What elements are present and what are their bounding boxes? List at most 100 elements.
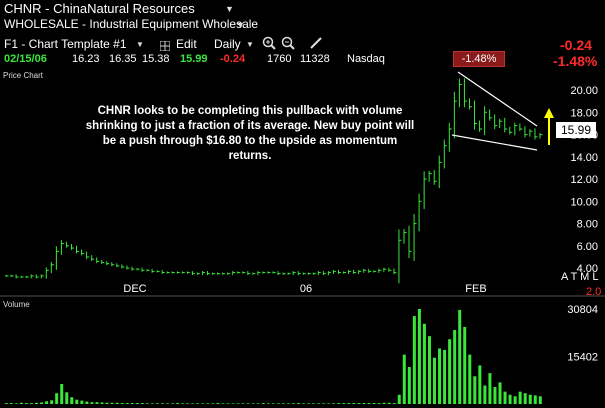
draw-tool-icon[interactable]: [309, 36, 323, 55]
price-bar: [408, 225, 412, 259]
volume-bar: [271, 403, 275, 404]
volume-bar: [176, 403, 180, 404]
date-tick-label: DEC: [123, 283, 146, 295]
volume-bar: [135, 403, 139, 404]
price-bar: [247, 271, 251, 276]
edit-button[interactable]: Edit: [176, 37, 197, 51]
tml-buttons[interactable]: A T M L: [561, 271, 599, 283]
price-bar: [292, 271, 296, 276]
price-bar: [433, 170, 437, 185]
period-select[interactable]: Daily: [214, 37, 241, 51]
volume-tick-label: 15402: [567, 352, 598, 364]
volume-bar: [327, 403, 331, 404]
volume-bar: [186, 403, 190, 404]
template-dropdown-icon[interactable]: ▼: [136, 40, 144, 49]
price-bar: [191, 271, 195, 276]
price-bar: [448, 122, 452, 152]
volume-bar: [29, 403, 33, 404]
volume-bar: [427, 336, 431, 404]
volume-bar: [286, 403, 290, 404]
volume-bar: [438, 348, 442, 404]
volume-bar: [518, 391, 522, 404]
volume-bar: [60, 383, 64, 404]
volume-bar: [382, 402, 386, 404]
zoom-in-icon[interactable]: [262, 36, 276, 55]
price-bar: [116, 263, 120, 268]
symbol-dropdown-icon[interactable]: ▼: [225, 4, 234, 14]
price-bar: [383, 267, 387, 272]
price-bar: [463, 78, 467, 108]
price-bar: [207, 271, 211, 276]
volume-bar: [488, 373, 492, 404]
volume-bar: [150, 403, 154, 404]
price-bar: [443, 139, 447, 169]
volume-bar: [276, 403, 280, 404]
volume-bar: [443, 350, 447, 404]
price-bar: [348, 269, 352, 274]
volume-bar: [322, 403, 326, 404]
volume-bar: [332, 403, 336, 404]
quote-volume: 1760: [267, 53, 292, 65]
industry-dropdown-icon[interactable]: ▼: [236, 20, 245, 30]
price-bar: [10, 274, 14, 277]
last-price-box: 15.99: [556, 122, 596, 138]
volume-bar: [503, 391, 507, 404]
price-bar: [146, 269, 150, 272]
period-dropdown-icon[interactable]: ▼: [246, 40, 254, 49]
volume-bar: [166, 403, 170, 404]
price-tick-label: 20.00: [570, 85, 598, 97]
price-bar: [519, 123, 523, 132]
volume-bar: [241, 403, 245, 404]
price-bar: [277, 271, 281, 276]
chart-template-menu[interactable]: F1 - Chart Template #1: [4, 37, 127, 51]
volume-bars: [4, 309, 542, 404]
price-bar: [343, 271, 347, 274]
price-bar: [25, 275, 29, 279]
price-bar: [257, 271, 261, 276]
tml-value: 2.0: [586, 286, 602, 298]
price-bar: [514, 122, 518, 136]
volume-bar: [392, 403, 396, 404]
price-bar: [494, 114, 498, 130]
volume-bar: [493, 387, 497, 404]
price-bar: [489, 109, 493, 121]
volume-bar: [251, 403, 255, 404]
volume-bar: [372, 403, 376, 404]
price-bar: [267, 271, 271, 274]
volume-bar: [35, 402, 39, 404]
price-bar: [312, 272, 316, 275]
price-bar: [423, 171, 427, 210]
industry-label: WHOLESALE - Industrial Equipment Wholesa…: [4, 17, 259, 31]
volume-bar: [196, 403, 200, 404]
date-axis: DEC 06 FEB: [123, 283, 486, 295]
price-bar: [262, 271, 266, 274]
date-tick-label: FEB: [465, 283, 486, 295]
price-bar: [539, 132, 543, 139]
zoom-out-icon[interactable]: [281, 36, 295, 55]
volume-bar: [397, 394, 401, 404]
volume-bar: [402, 354, 406, 404]
volume-tick-label: 30804: [567, 304, 598, 316]
price-bar: [101, 259, 105, 264]
volume-bar: [291, 403, 295, 404]
price-panel-label: Price Chart: [3, 71, 44, 80]
quote-exchange: Nasdaq: [347, 53, 385, 65]
price-bar: [227, 272, 231, 275]
price-bar: [499, 118, 503, 129]
volume-bar: [115, 402, 119, 404]
volume-bar: [352, 403, 356, 404]
price-bar: [287, 272, 291, 275]
price-bar: [81, 249, 85, 256]
price-bar: [458, 78, 462, 108]
volume-bar: [261, 403, 265, 404]
price-bar: [106, 261, 110, 266]
volume-bar: [100, 402, 104, 404]
volume-panel-label: Volume: [3, 300, 30, 309]
price-bar: [156, 270, 160, 273]
breakout-arrow-head: [544, 108, 554, 118]
price-bar: [186, 271, 190, 274]
price-bar: [151, 268, 155, 273]
price-bar: [398, 229, 402, 284]
volume-bar: [80, 400, 84, 404]
price-bar: [141, 267, 145, 272]
